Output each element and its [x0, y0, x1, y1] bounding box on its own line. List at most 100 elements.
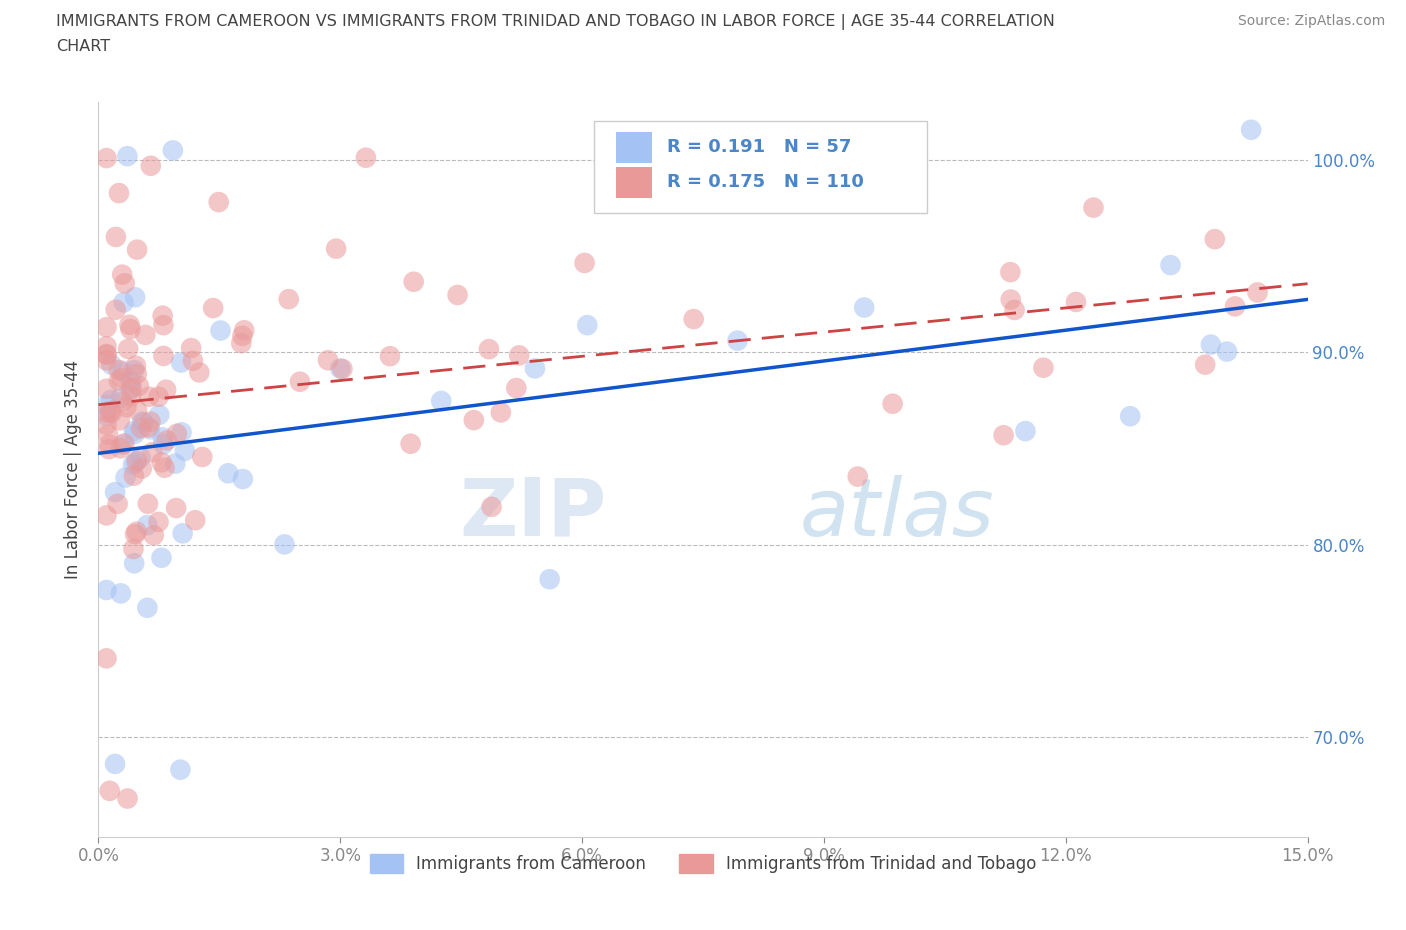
Immigrants from Trinidad and Tobago: [138, 390, 160, 405]
Immigrants from Trinidad and Tobago: [122, 468, 145, 483]
Immigrants from Cameroon: [853, 300, 876, 315]
Immigrants from Cameroon: [173, 444, 195, 458]
Immigrants from Cameroon: [129, 450, 152, 465]
Immigrants from Trinidad and Tobago: [508, 348, 530, 363]
Immigrants from Cameroon: [136, 518, 159, 533]
Immigrants from Trinidad and Tobago: [118, 317, 141, 332]
Text: Source: ZipAtlas.com: Source: ZipAtlas.com: [1237, 14, 1385, 28]
Immigrants from Cameroon: [170, 355, 193, 370]
Immigrants from Trinidad and Tobago: [98, 783, 121, 798]
Text: atlas: atlas: [800, 474, 994, 552]
Immigrants from Cameroon: [139, 422, 162, 437]
Immigrants from Trinidad and Tobago: [165, 500, 187, 515]
Immigrants from Trinidad and Tobago: [98, 442, 121, 457]
Immigrants from Cameroon: [727, 333, 749, 348]
Immigrants from Trinidad and Tobago: [124, 526, 146, 541]
Immigrants from Cameroon: [112, 364, 135, 379]
Immigrants from Trinidad and Tobago: [574, 256, 596, 271]
Immigrants from Cameroon: [209, 323, 232, 338]
Immigrants from Trinidad and Tobago: [1246, 285, 1268, 299]
Immigrants from Cameroon: [122, 423, 145, 438]
Immigrants from Trinidad and Tobago: [233, 323, 256, 338]
Immigrants from Trinidad and Tobago: [152, 318, 174, 333]
Immigrants from Trinidad and Tobago: [117, 791, 139, 806]
Text: ZIP: ZIP: [458, 474, 606, 552]
Immigrants from Trinidad and Tobago: [125, 453, 148, 468]
Immigrants from Trinidad and Tobago: [120, 389, 142, 404]
Immigrants from Trinidad and Tobago: [122, 541, 145, 556]
Immigrants from Trinidad and Tobago: [188, 365, 211, 379]
Immigrants from Trinidad and Tobago: [1000, 292, 1022, 307]
Immigrants from Trinidad and Tobago: [332, 362, 354, 377]
Immigrants from Cameroon: [162, 143, 184, 158]
Immigrants from Trinidad and Tobago: [117, 341, 139, 356]
Immigrants from Trinidad and Tobago: [125, 525, 148, 539]
Immigrants from Trinidad and Tobago: [148, 514, 170, 529]
Immigrants from Trinidad and Tobago: [402, 274, 425, 289]
Immigrants from Trinidad and Tobago: [108, 186, 131, 201]
Immigrants from Trinidad and Tobago: [134, 327, 156, 342]
Immigrants from Cameroon: [576, 318, 599, 333]
Immigrants from Cameroon: [169, 763, 191, 777]
Immigrants from Trinidad and Tobago: [399, 436, 422, 451]
Immigrants from Cameroon: [111, 437, 134, 452]
Immigrants from Cameroon: [100, 392, 122, 407]
Immigrants from Cameroon: [114, 470, 136, 485]
Immigrants from Trinidad and Tobago: [96, 352, 118, 367]
Immigrants from Cameroon: [329, 361, 352, 376]
Immigrants from Cameroon: [136, 600, 159, 615]
Immigrants from Cameroon: [165, 457, 187, 472]
Immigrants from Cameroon: [148, 407, 170, 422]
Immigrants from Cameroon: [1014, 424, 1036, 439]
Immigrants from Trinidad and Tobago: [125, 403, 148, 418]
Immigrants from Trinidad and Tobago: [1083, 200, 1105, 215]
Immigrants from Cameroon: [150, 551, 173, 565]
Immigrants from Trinidad and Tobago: [98, 404, 121, 418]
Immigrants from Trinidad and Tobago: [125, 358, 148, 373]
Immigrants from Cameroon: [96, 408, 118, 423]
Immigrants from Cameroon: [96, 397, 118, 412]
Immigrants from Trinidad and Tobago: [139, 158, 162, 173]
Immigrants from Trinidad and Tobago: [1194, 357, 1216, 372]
Immigrants from Cameroon: [538, 572, 561, 587]
Immigrants from Trinidad and Tobago: [104, 302, 127, 317]
Immigrants from Trinidad and Tobago: [107, 497, 129, 512]
Immigrants from Cameroon: [104, 756, 127, 771]
Immigrants from Trinidad and Tobago: [96, 651, 118, 666]
Text: CHART: CHART: [56, 39, 110, 54]
Immigrants from Cameroon: [430, 393, 453, 408]
Immigrants from Trinidad and Tobago: [120, 322, 142, 337]
Immigrants from Cameroon: [1199, 338, 1222, 352]
Immigrants from Cameroon: [124, 426, 146, 441]
Immigrants from Cameroon: [132, 415, 155, 430]
Immigrants from Trinidad and Tobago: [110, 441, 132, 456]
Immigrants from Cameroon: [122, 458, 145, 472]
Immigrants from Trinidad and Tobago: [1032, 360, 1054, 375]
Immigrants from Trinidad and Tobago: [153, 460, 176, 475]
Immigrants from Cameroon: [100, 357, 122, 372]
Immigrants from Trinidad and Tobago: [1204, 232, 1226, 246]
Immigrants from Cameroon: [1240, 123, 1263, 138]
Immigrants from Trinidad and Tobago: [139, 414, 162, 429]
Immigrants from Trinidad and Tobago: [231, 336, 253, 351]
Text: R = 0.191   N = 57: R = 0.191 N = 57: [666, 139, 851, 156]
Immigrants from Cameroon: [172, 525, 194, 540]
Immigrants from Trinidad and Tobago: [152, 308, 174, 323]
Immigrants from Cameroon: [120, 374, 142, 389]
Immigrants from Cameroon: [112, 295, 135, 310]
Y-axis label: In Labor Force | Age 35-44: In Labor Force | Age 35-44: [65, 360, 83, 579]
Bar: [616, 132, 652, 163]
Immigrants from Trinidad and Tobago: [96, 339, 118, 353]
Bar: [616, 167, 652, 198]
Immigrants from Trinidad and Tobago: [96, 405, 118, 420]
FancyBboxPatch shape: [595, 121, 927, 213]
Immigrants from Trinidad and Tobago: [100, 405, 122, 420]
Immigrants from Trinidad and Tobago: [136, 497, 159, 512]
Immigrants from Trinidad and Tobago: [114, 436, 136, 451]
Immigrants from Trinidad and Tobago: [128, 379, 150, 393]
Immigrants from Trinidad and Tobago: [1064, 295, 1087, 310]
Immigrants from Trinidad and Tobago: [993, 428, 1015, 443]
Text: R = 0.175   N = 110: R = 0.175 N = 110: [666, 173, 863, 192]
Immigrants from Trinidad and Tobago: [148, 390, 170, 405]
Immigrants from Trinidad and Tobago: [846, 469, 869, 484]
